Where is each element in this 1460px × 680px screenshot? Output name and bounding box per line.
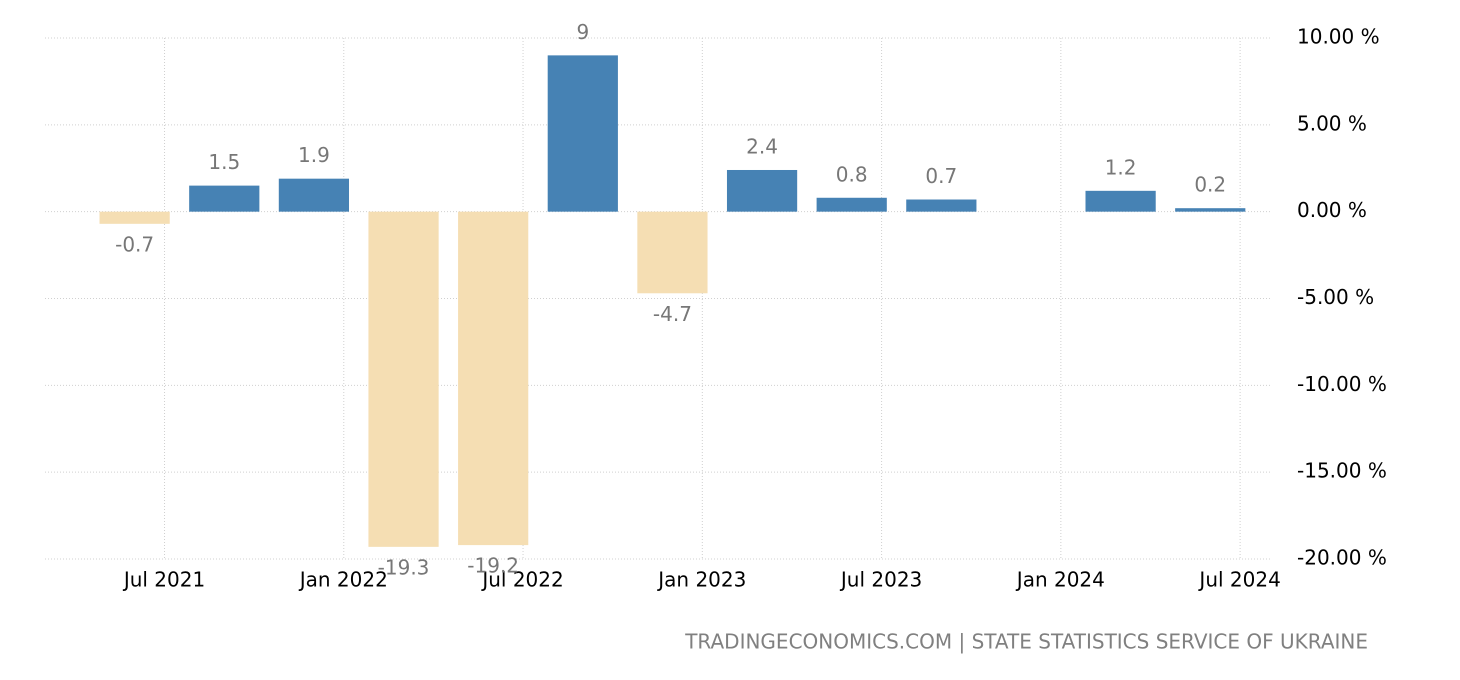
y-tick-label: 5.00 %: [1297, 111, 1367, 135]
source-note: TRADINGECONOMICS.COM | STATE STATISTICS …: [684, 630, 1368, 654]
value-label: 1.5: [208, 150, 240, 174]
value-label: 0.2: [1194, 173, 1226, 197]
y-tick-label: 10.00 %: [1297, 25, 1380, 49]
y-tick-label: -10.00 %: [1297, 372, 1387, 396]
x-tick-label: Jan 2022: [298, 568, 388, 592]
x-tick-label: Jan 2024: [1015, 568, 1105, 592]
bar: [1085, 190, 1156, 212]
x-tick-label: Jul 2021: [122, 568, 205, 592]
bar: [547, 55, 618, 212]
value-label: -4.7: [653, 302, 692, 326]
value-label: 1.2: [1105, 155, 1137, 179]
x-tick-label: Jul 2023: [839, 568, 922, 592]
bar: [458, 211, 529, 546]
value-label: 9: [576, 20, 589, 44]
value-label: 0.7: [925, 164, 957, 188]
value-label: 2.4: [746, 134, 778, 158]
bar: [189, 185, 260, 212]
bar: [1175, 208, 1246, 212]
bar: [816, 197, 887, 212]
value-label: 0.8: [836, 162, 868, 186]
bar: [637, 211, 708, 294]
bar: [99, 211, 170, 224]
y-tick-label: -15.00 %: [1297, 459, 1387, 483]
bar: [278, 178, 350, 212]
bar: [726, 169, 798, 212]
x-tick-label: Jul 2022: [480, 568, 563, 592]
value-label: -19.2: [467, 554, 519, 578]
value-label: 1.9: [298, 143, 330, 167]
bar: [368, 211, 439, 547]
bar: [906, 199, 977, 212]
y-tick-label: 0.00 %: [1297, 198, 1367, 222]
value-label: -0.7: [115, 232, 154, 256]
x-tick-label: Jan 2023: [656, 568, 746, 592]
x-tick-label: Jul 2024: [1197, 568, 1280, 592]
y-tick-label: -5.00 %: [1297, 285, 1374, 309]
value-label: -19.3: [378, 555, 430, 579]
y-tick-label: -20.00 %: [1297, 546, 1387, 570]
